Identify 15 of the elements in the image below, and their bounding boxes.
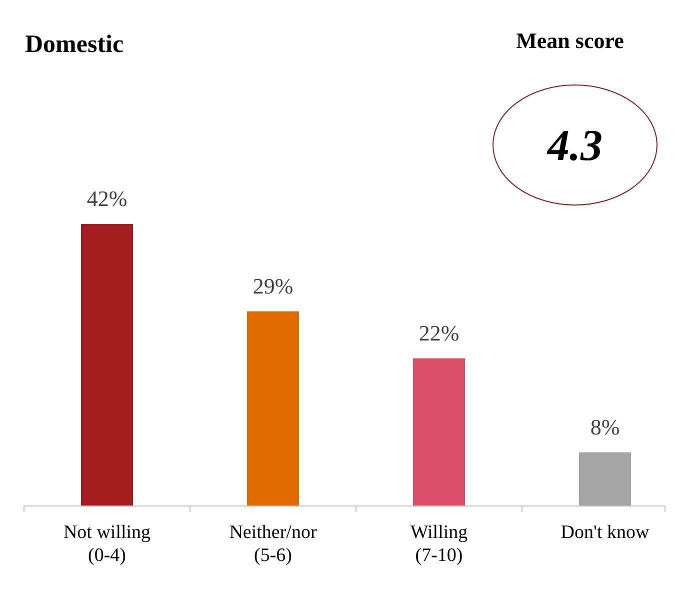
data-label: 29% [252,273,294,298]
x-tick-label: Neither/nor (5-6) [229,522,318,566]
x-tick-label: Don't know [560,522,650,543]
bar [579,452,631,506]
chart-title: Domestic [25,31,124,58]
data-label: 22% [418,320,460,346]
data-label: 8% [590,414,620,440]
x-tick-label: Willing (7-10) [410,522,468,566]
text: 4.3 [546,121,602,170]
text: Mean score [516,28,624,53]
bar [81,224,133,506]
x-tick-label: Not willing (0-4) [63,522,152,566]
bar [247,311,299,506]
bar [413,358,465,506]
data-label: 42% [86,186,128,211]
